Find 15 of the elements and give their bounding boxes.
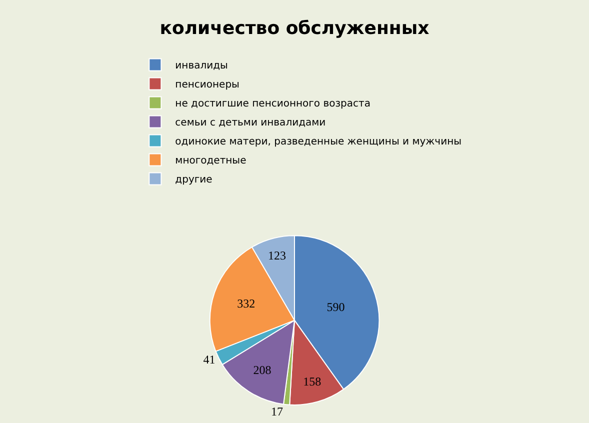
legend-label: пенсионеры: [175, 80, 240, 91]
legend-label: одинокие матери, разведенные женщины и мужчины: [175, 136, 462, 148]
data-label: 208: [253, 362, 272, 377]
chart-title: количество обслуженных: [160, 18, 430, 39]
data-label: 158: [303, 374, 322, 388]
data-label: 123: [268, 248, 286, 262]
legend-label: семьи с детьми инвалидами: [175, 118, 326, 129]
data-label: 17: [271, 404, 284, 419]
data-label: 41: [203, 352, 216, 367]
data-label: 332: [237, 296, 256, 310]
legend-label: другие: [175, 174, 212, 186]
legend-label: многодетные: [175, 156, 246, 167]
data-label: 590: [326, 300, 345, 314]
legend-label: инвалиды: [175, 60, 228, 72]
legend-label: не достигшие пенсионного возраста: [175, 98, 370, 110]
